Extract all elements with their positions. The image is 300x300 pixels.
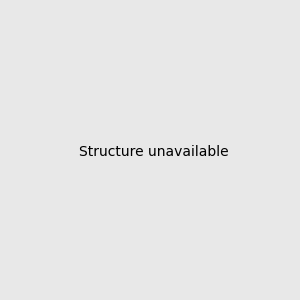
Text: Structure unavailable: Structure unavailable — [79, 145, 229, 158]
